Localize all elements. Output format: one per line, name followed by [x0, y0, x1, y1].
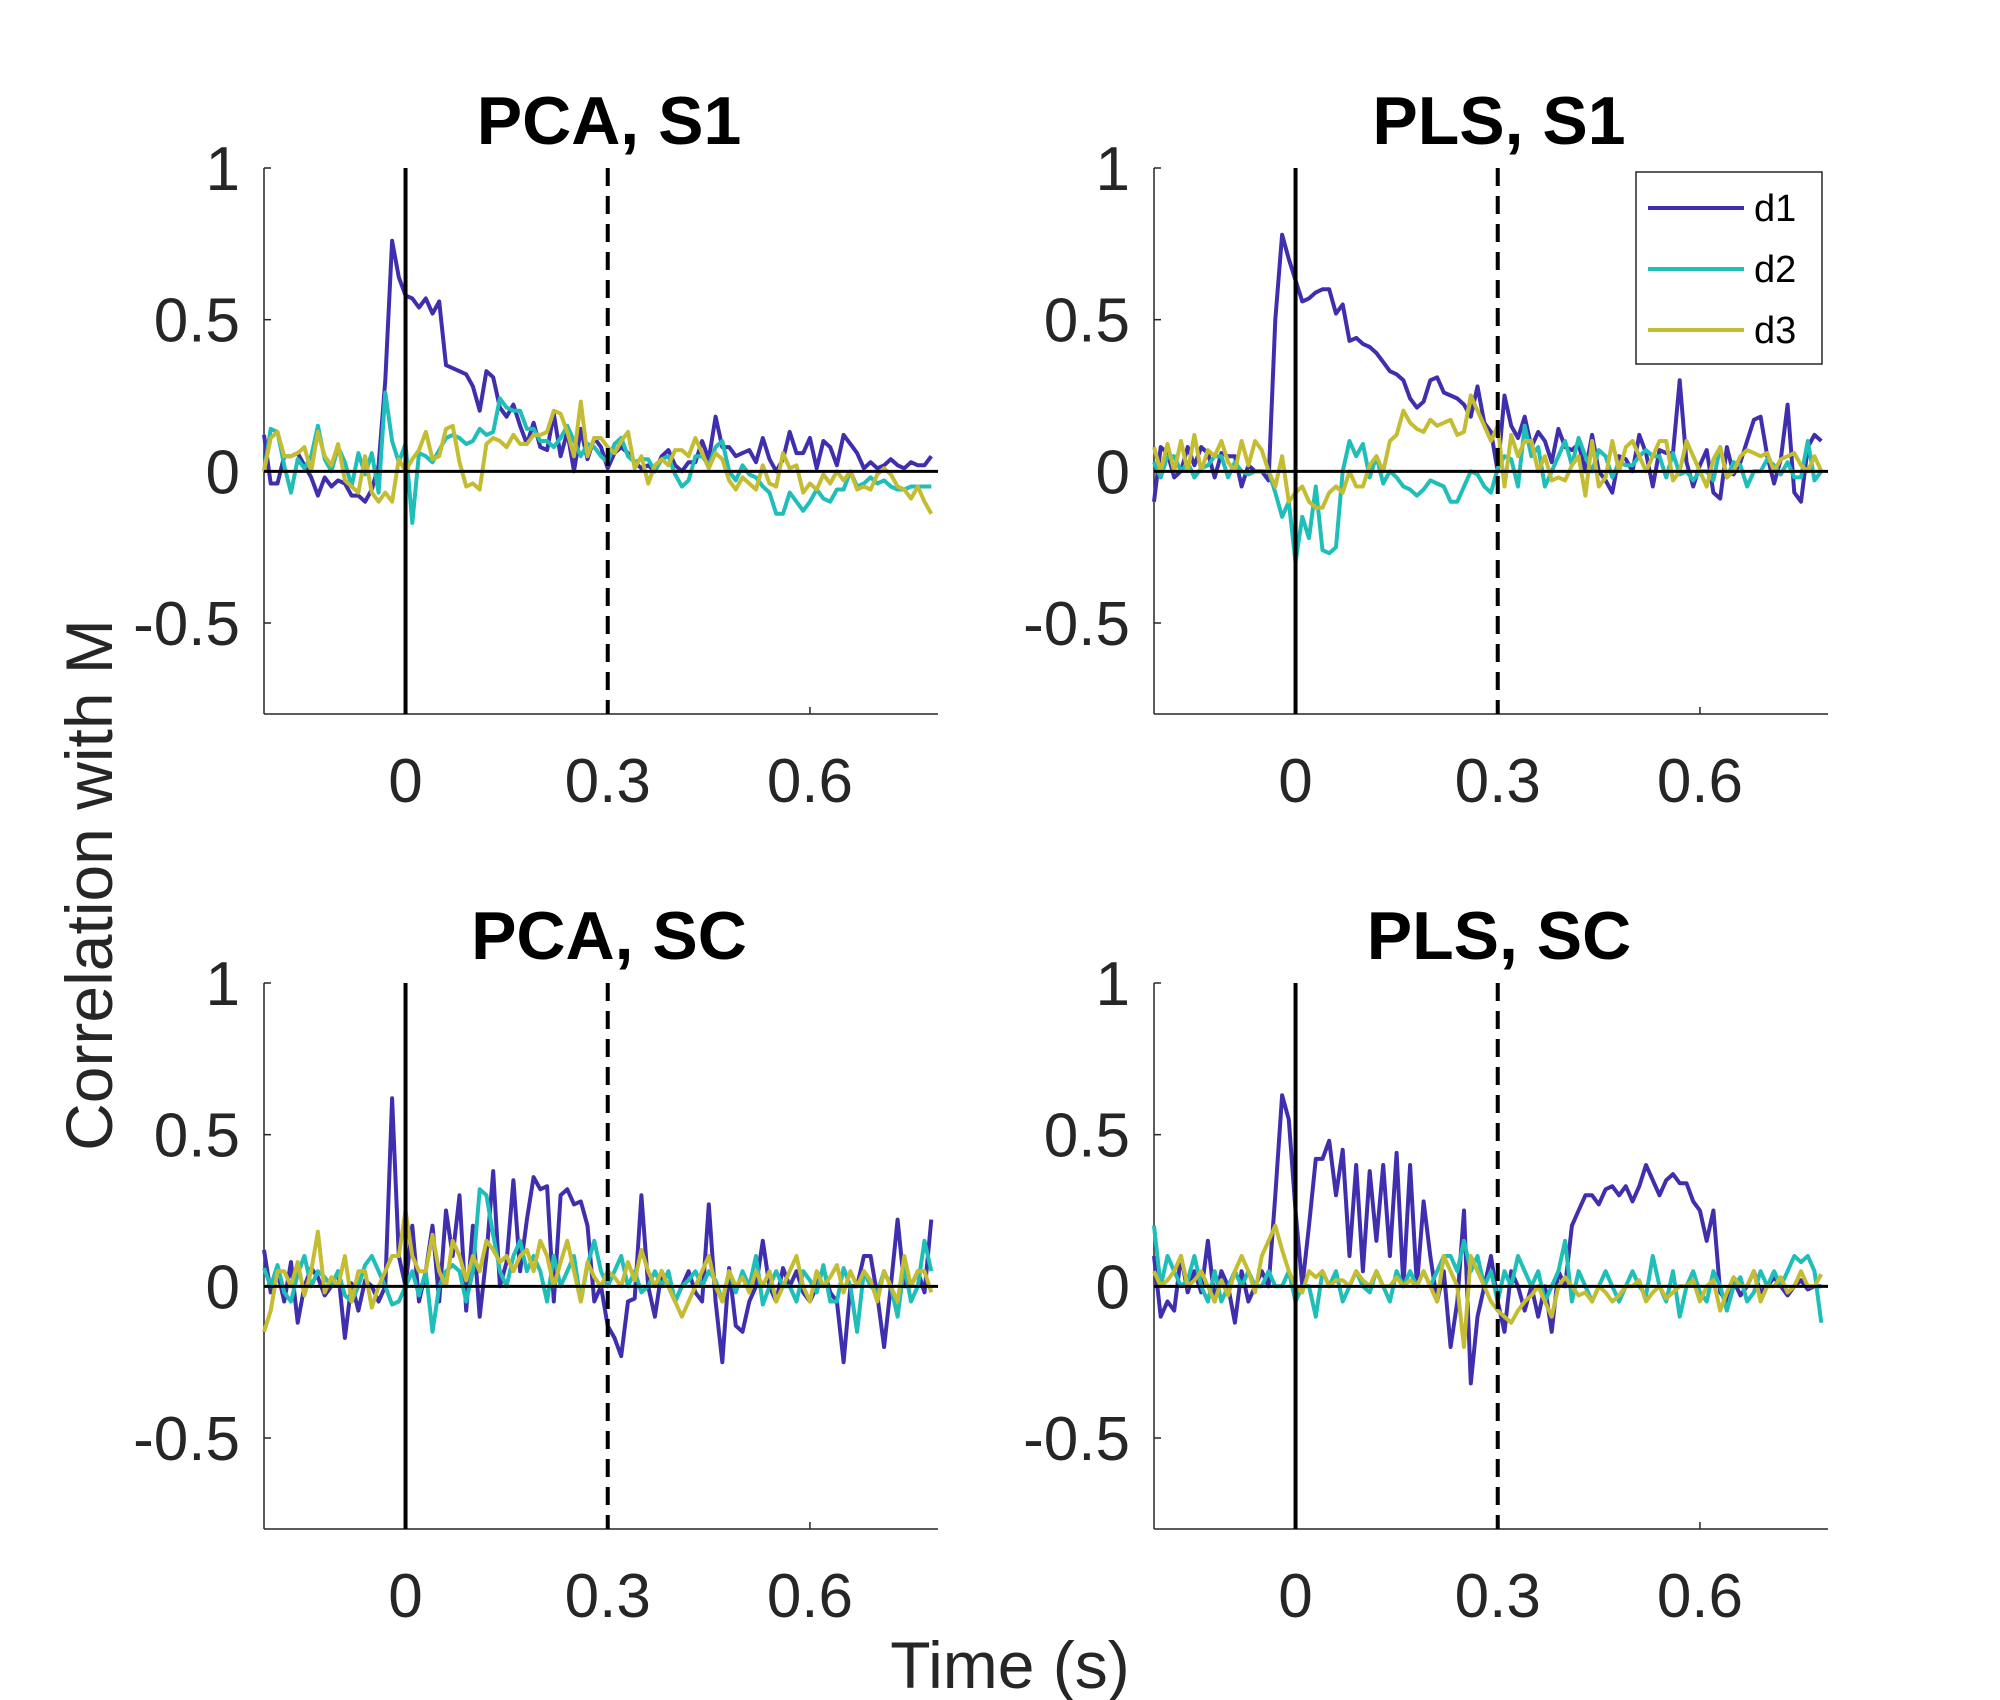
panel-4: -0.5 0 0.5 1 0 0.3 0.6 PLS, SC — [1023, 898, 1828, 1631]
x-tick-label: 0.6 — [1657, 1562, 1743, 1631]
series-line-d3 — [1152, 393, 1824, 510]
y-tick-label: 0 — [206, 438, 240, 507]
legend: d1 d2 d3 — [1635, 171, 1823, 365]
y-tick-label: -0.5 — [1023, 590, 1130, 659]
x-tick-label: 0.3 — [1455, 747, 1541, 816]
x-tick-label: 0.3 — [565, 1562, 651, 1631]
x-tick-label: 0 — [388, 1562, 422, 1631]
series-line-d3 — [262, 1208, 934, 1333]
panels: -0.5 0 0.5 1 0 0.3 0.6 PCA, S1 -0.5 0 0.5 1 0 0.3 0.6 P… — [133, 83, 1828, 1631]
y-tick-label: 1 — [206, 135, 240, 204]
figure-xlabel: Time (s) — [890, 1628, 1130, 1700]
y-tick-label: 0.5 — [1044, 1102, 1130, 1171]
legend-label-d1: d1 — [1754, 188, 1796, 230]
legend-label-d3: d3 — [1754, 310, 1796, 352]
y-tick-label: 0 — [206, 1253, 240, 1322]
x-tick-label: 0.3 — [1455, 1562, 1541, 1631]
x-tick-label: 0 — [388, 747, 422, 816]
panel-1: -0.5 0 0.5 1 0 0.3 0.6 PCA, S1 — [133, 83, 938, 816]
x-tick-label: 0 — [1278, 1562, 1312, 1631]
x-tick-label: 0.6 — [767, 747, 853, 816]
y-tick-label: 1 — [206, 950, 240, 1019]
y-tick-label: -0.5 — [133, 590, 240, 659]
series-line-d1 — [1152, 1093, 1822, 1386]
x-tick-label: 0.6 — [1657, 747, 1743, 816]
legend-label-d2: d2 — [1754, 249, 1796, 291]
x-tick-label: 0 — [1278, 747, 1312, 816]
panel-2: -0.5 0 0.5 1 0 0.3 0.6 PLS, S1 — [1023, 83, 1828, 816]
y-tick-label: 0 — [1096, 438, 1130, 507]
series-line-d2 — [262, 1187, 934, 1334]
x-tick-label: 0.6 — [767, 1562, 853, 1631]
y-tick-label: 0.5 — [1044, 287, 1130, 356]
panel-title: PCA, S1 — [477, 83, 742, 159]
y-tick-label: 1 — [1096, 135, 1130, 204]
y-tick-label: 0 — [1096, 1253, 1130, 1322]
y-tick-label: -0.5 — [1023, 1405, 1130, 1474]
y-tick-label: 0.5 — [154, 287, 240, 356]
y-tick-label: 0.5 — [154, 1102, 240, 1171]
y-tick-label: 1 — [1096, 950, 1130, 1019]
series-line-d1 — [262, 1096, 934, 1365]
x-tick-label: 0.3 — [565, 747, 651, 816]
panel-title: PCA, SC — [471, 898, 747, 974]
series-line-d3 — [262, 399, 934, 515]
y-tick-label: -0.5 — [133, 1405, 240, 1474]
panel-3: -0.5 0 0.5 1 0 0.3 0.6 PCA, SC — [133, 898, 938, 1631]
panel-title: PLS, S1 — [1372, 83, 1625, 159]
panel-title: PLS, SC — [1367, 898, 1632, 974]
figure-ylabel: Correlation with M — [52, 619, 126, 1151]
series-line-d2 — [262, 390, 932, 525]
series-line-d3 — [1152, 1223, 1824, 1349]
